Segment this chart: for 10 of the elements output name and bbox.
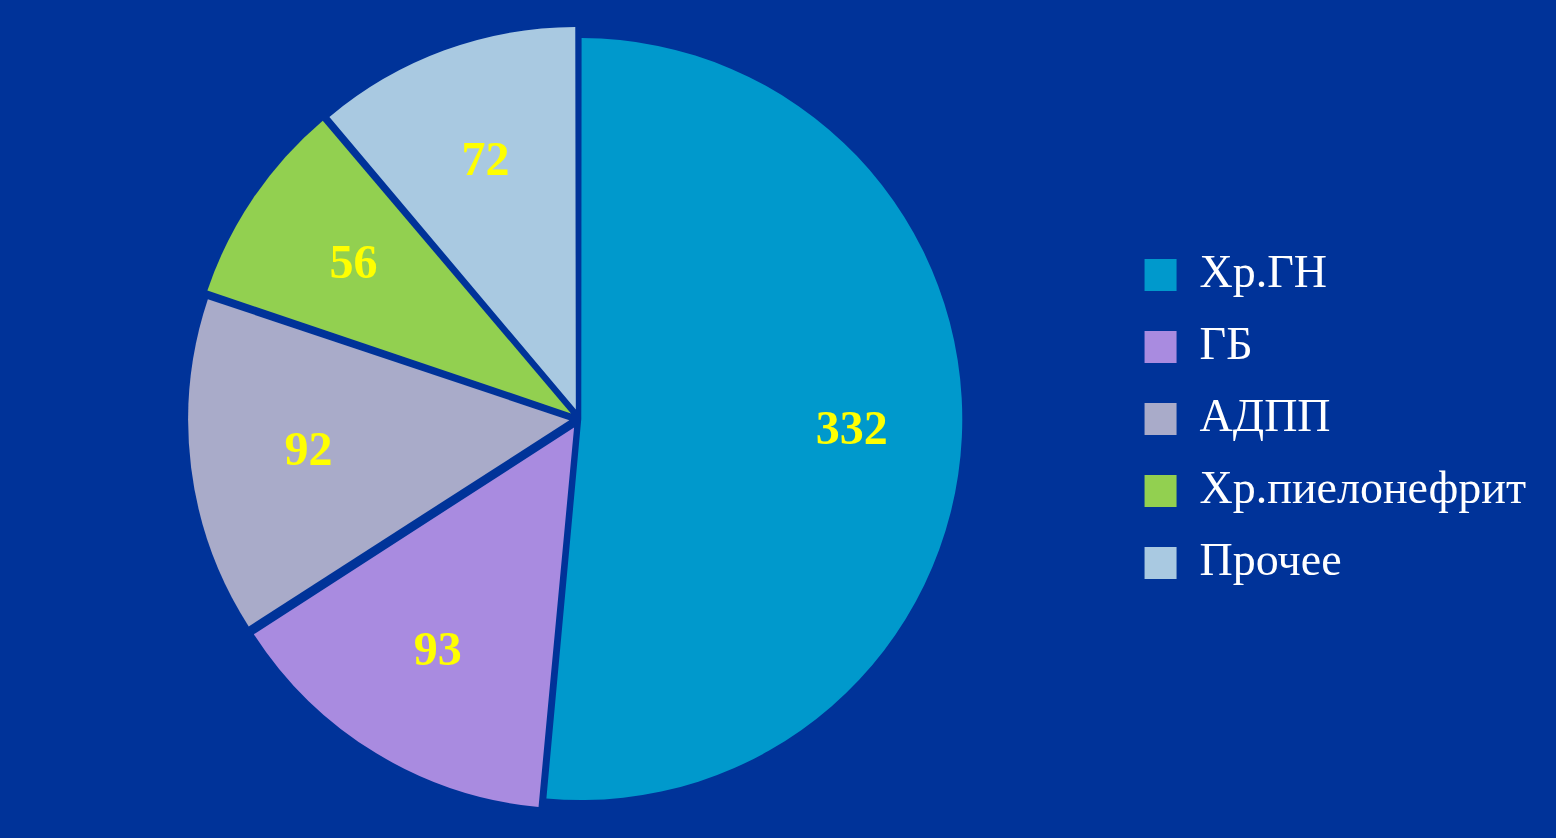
data-label: 72 — [461, 132, 510, 186]
legend-label: ГБ — [1199, 318, 1253, 370]
data-label: 332 — [815, 401, 888, 455]
legend-label: Прочее — [1199, 534, 1342, 586]
legend-label: Хр.ГН — [1199, 246, 1328, 298]
legend-label: Хр.пиелонефрит — [1199, 462, 1527, 514]
legend-label: АДПП — [1199, 390, 1331, 442]
data-label: 56 — [329, 235, 378, 289]
data-label: 92 — [284, 422, 333, 476]
data-label: 93 — [413, 621, 462, 675]
